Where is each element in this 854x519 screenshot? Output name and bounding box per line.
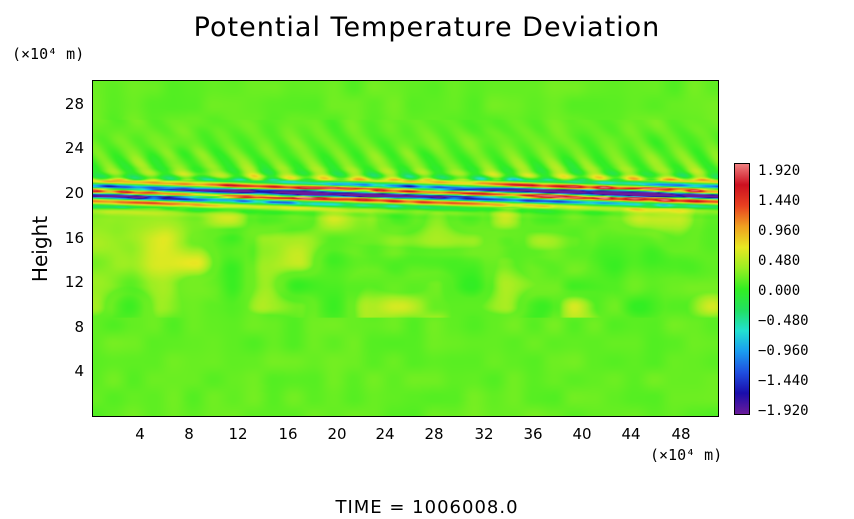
colorbar-tick-label: −0.960: [758, 343, 809, 359]
colorbar-tick-label: −0.480: [758, 313, 809, 329]
time-label: TIME = 1006008.0: [335, 497, 519, 518]
y-tick-label: 28: [64, 95, 84, 113]
colorbar-tick-label: 0.000: [758, 283, 801, 299]
x-tick-label: 4: [135, 425, 145, 443]
colorbar-tick-label: 0.480: [758, 253, 801, 269]
x-tick-label: 44: [621, 425, 641, 443]
x-tick-label: 12: [228, 425, 248, 443]
y-tick-label: 8: [74, 318, 84, 336]
colorbar-tick-label: −1.920: [758, 403, 809, 419]
x-tick-label: 48: [671, 425, 691, 443]
colorbar-tick-label: 1.440: [758, 193, 801, 209]
colorbar-tick-label: 1.920: [758, 163, 801, 179]
chart-title: Potential Temperature Deviation: [193, 12, 661, 43]
colorbar-tick-label: 0.960: [758, 223, 801, 239]
heatmap-field: [93, 81, 718, 416]
x-tick-label: 28: [424, 425, 444, 443]
colorbar-tick-label: −1.440: [758, 373, 809, 389]
y-tick-label: 4: [74, 362, 84, 380]
x-tick-label: 16: [278, 425, 298, 443]
x-tick-label: 8: [184, 425, 194, 443]
y-axis-label: Height: [28, 215, 52, 283]
x-axis-unit: (×10⁴ m): [650, 446, 723, 464]
x-tick-label: 36: [523, 425, 543, 443]
x-tick-label: 32: [474, 425, 494, 443]
x-tick-label: 40: [572, 425, 592, 443]
colorbar: [734, 163, 750, 415]
x-tick-label: 24: [375, 425, 395, 443]
y-tick-label: 12: [64, 273, 84, 291]
y-tick-label: 16: [64, 229, 84, 247]
y-axis-unit: (×10⁴ m): [12, 45, 85, 63]
plot-area: [92, 80, 719, 417]
x-tick-label: 20: [327, 425, 347, 443]
y-tick-label: 20: [64, 184, 84, 202]
y-tick-label: 24: [64, 139, 84, 157]
